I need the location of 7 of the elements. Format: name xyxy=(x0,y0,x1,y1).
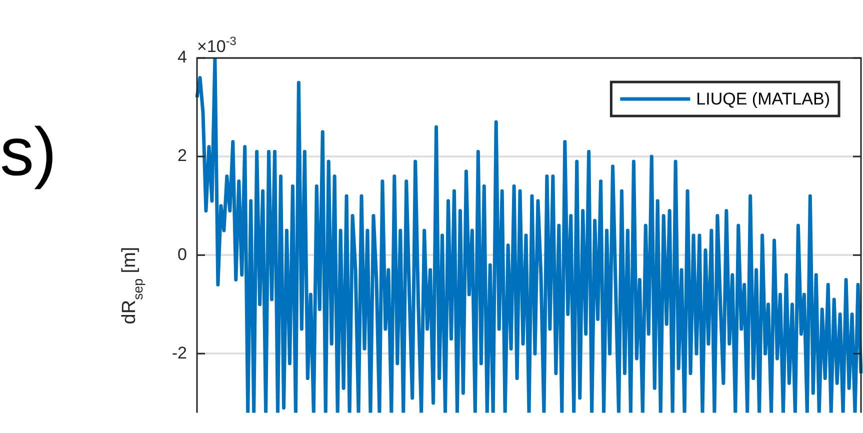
y-tick-label: 0 xyxy=(178,244,187,264)
y-tick-label: 4 xyxy=(178,48,187,67)
legend-label: LIUQE (MATLAB) xyxy=(696,90,830,109)
y-tick-label: 2 xyxy=(178,146,187,166)
text: s) xyxy=(0,114,57,190)
y-tick-label: -2 xyxy=(172,343,187,362)
y-axis-title: dRsep [m] xyxy=(119,246,146,324)
